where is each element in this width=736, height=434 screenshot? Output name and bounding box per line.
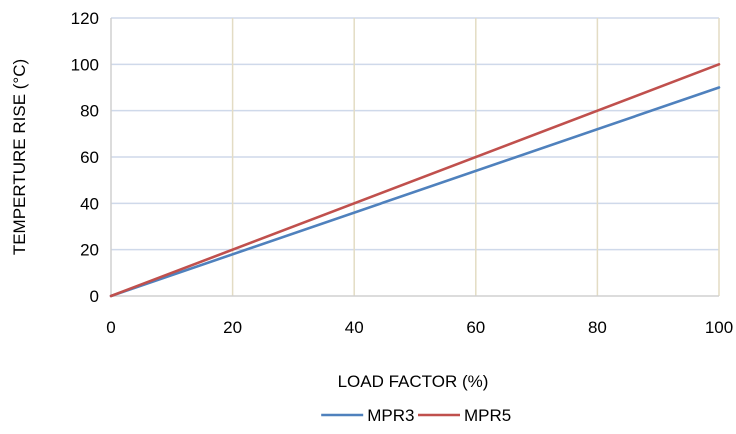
y-tick-label: 60 xyxy=(80,148,99,167)
x-tick-label: 100 xyxy=(705,318,733,337)
x-tick-label: 80 xyxy=(588,318,607,337)
legend-label-mpr3: MPR3 xyxy=(367,406,414,425)
x-tick-label: 60 xyxy=(466,318,485,337)
y-tick-label: 0 xyxy=(90,287,99,306)
tick-labels: 0 20 40 60 80 100 120 0 20 40 60 80 100 xyxy=(71,9,734,337)
x-tick-label: 40 xyxy=(345,318,364,337)
x-tick-label: 0 xyxy=(106,318,115,337)
y-tick-label: 80 xyxy=(80,102,99,121)
series-line-mpr3 xyxy=(109,86,721,298)
y-tick-label: 120 xyxy=(71,9,99,28)
series-lines xyxy=(109,63,721,298)
y-tick-label: 40 xyxy=(80,194,99,213)
x-axis-title: LOAD FACTOR (%) xyxy=(338,372,489,391)
y-tick-label: 100 xyxy=(71,55,99,74)
legend-label-mpr5: MPR5 xyxy=(464,406,511,425)
series-line-mpr5 xyxy=(109,63,721,298)
y-tick-label: 20 xyxy=(80,241,99,260)
grid xyxy=(110,17,720,297)
legend: MPR3 MPR5 xyxy=(321,406,511,425)
x-tick-label: 20 xyxy=(223,318,242,337)
y-axis-title: TEMPERTURE RISE (°C) xyxy=(10,59,29,255)
